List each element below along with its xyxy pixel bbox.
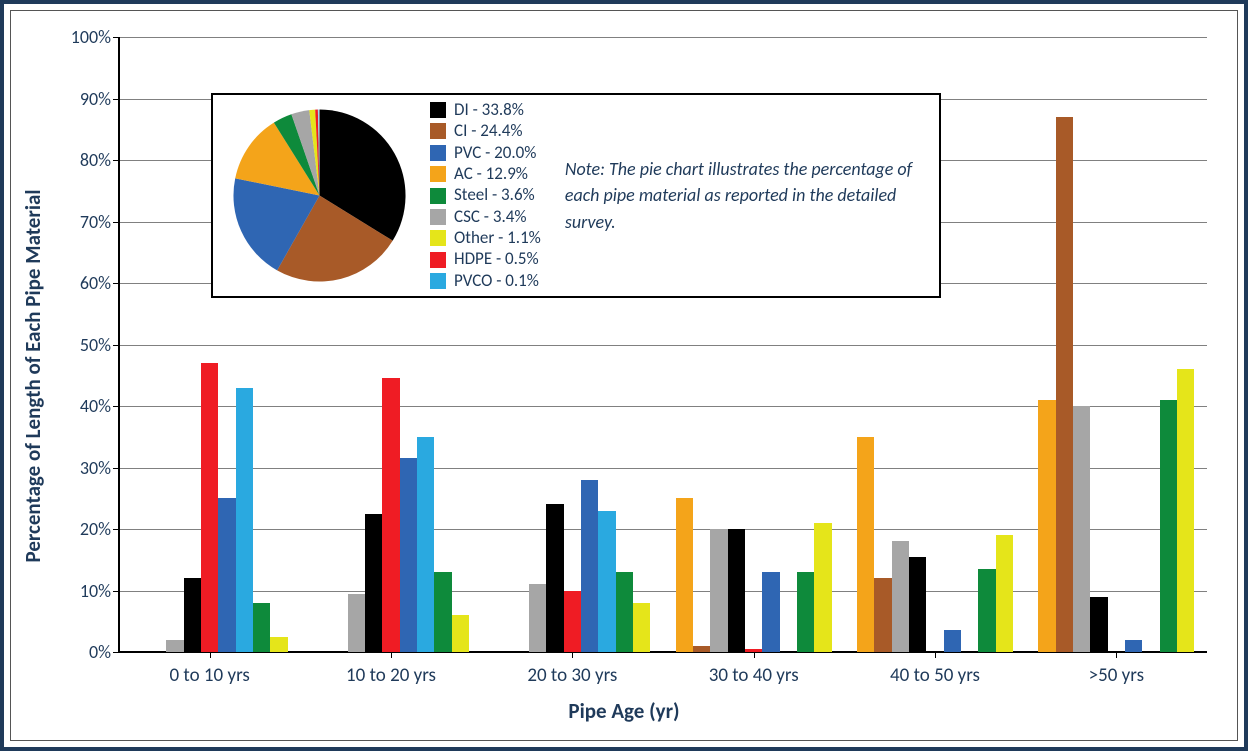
legend-box: DI - 33.8%CI - 24.4%PVC - 20.0%AC - 12.9… [211,93,941,298]
legend-note: Note: The pie chart illustrates the perc… [555,95,939,296]
legend-label: AC - 12.9% [454,164,528,184]
bar [184,578,201,652]
pie-chart [213,95,426,296]
bar [400,458,417,652]
bar [710,529,727,652]
legend-label: PVC - 20.0% [454,143,536,163]
legend-swatch [430,252,446,268]
bar [996,535,1013,652]
legend-item: PVCO - 0.1% [430,271,541,291]
grid-line [119,345,1207,346]
y-tick-mark [113,468,119,469]
legend-swatch [430,145,446,161]
bar [1125,640,1142,652]
legend-swatch [430,123,446,139]
bar [365,514,382,652]
bar [253,603,270,652]
bar [598,511,615,652]
bar [270,637,287,652]
legend-item: PVC - 20.0% [430,143,541,163]
outer-frame: Percentage of Length of Each Pipe Materi… [0,0,1248,751]
y-tick-mark [113,529,119,530]
bar [874,578,891,652]
legend-swatch [430,188,446,204]
legend-swatch [430,273,446,289]
y-tick-mark [113,591,119,592]
bar [728,529,745,652]
legend-item: CSC - 3.4% [430,207,541,227]
legend-label: CSC - 3.4% [454,207,527,227]
plot-border: Percentage of Length of Each Pipe Materi… [10,10,1238,741]
pie-svg [227,103,412,288]
x-tick-mark [391,652,392,658]
x-axis-label: Pipe Age (yr) [568,698,679,724]
bar [1073,406,1090,652]
y-axis-label: Percentage of Length of Each Pipe Materi… [20,189,46,562]
bar [892,541,909,652]
legend-label: Steel - 3.6% [454,185,535,205]
legend-swatch [430,230,446,246]
bar [529,584,546,652]
bar [978,569,995,652]
bar [797,572,814,652]
legend-item: CI - 24.4% [430,121,541,141]
y-tick-mark [113,160,119,161]
y-tick-mark [113,99,119,100]
bar [417,437,434,652]
x-tick-mark [754,652,755,658]
bar [581,480,598,652]
bar [1160,400,1177,652]
legend-swatch [430,209,446,225]
bar [676,498,693,652]
bar [452,615,469,652]
bar [201,363,218,652]
bar [434,572,451,652]
bar [633,603,650,652]
bar [814,523,831,652]
legend-swatch [430,102,446,118]
y-tick-mark [113,37,119,38]
legend-label: Other - 1.1% [454,228,541,248]
bar [1056,117,1073,652]
x-tick-mark [1116,652,1117,658]
x-tick-mark [210,652,211,658]
bar [564,591,581,653]
legend-label: DI - 33.8% [454,100,524,120]
legend-label: CI - 24.4% [454,121,523,141]
legend-swatch [430,166,446,182]
bar [1090,597,1107,652]
y-tick-mark [113,345,119,346]
bar [236,388,253,652]
grid-line [119,37,1207,38]
bar [1038,400,1055,652]
x-tick-mark [572,652,573,658]
legend-item: AC - 12.9% [430,164,541,184]
y-tick-mark [113,222,119,223]
legend-item: DI - 33.8% [430,100,541,120]
bar [762,572,779,652]
legend-label: PVCO - 0.1% [454,271,539,291]
y-tick-mark [113,283,119,284]
bar [1177,369,1194,652]
y-tick-mark [113,652,119,653]
x-tick-mark [935,652,936,658]
bar [909,557,926,652]
bar [857,437,874,652]
bar [546,504,563,652]
legend-item: Steel - 3.6% [430,185,541,205]
legend-item: HDPE - 0.5% [430,249,541,269]
bar [944,630,961,652]
bar [382,378,399,652]
legend-list: DI - 33.8%CI - 24.4%PVC - 20.0%AC - 12.9… [426,95,555,296]
legend-item: Other - 1.1% [430,228,541,248]
y-tick-mark [113,406,119,407]
bar [166,640,183,652]
legend-label: HDPE - 0.5% [454,249,539,269]
bar [616,572,633,652]
y-tick-label: 100% [71,26,119,48]
bar [218,498,235,652]
bar [348,594,365,652]
